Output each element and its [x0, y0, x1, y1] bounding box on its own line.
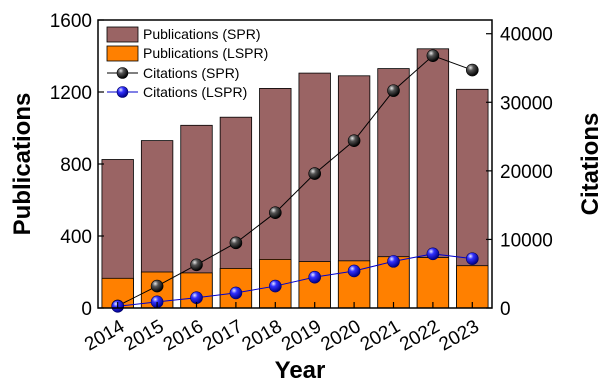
bar-publications-lspr-2022 — [416, 257, 450, 309]
point-citations-spr-2023 — [465, 63, 479, 77]
legend-label-citations-lspr: Citations (LSPR) — [143, 84, 247, 100]
point-citations-lspr-2023 — [465, 252, 479, 265]
line-citations-lspr — [117, 253, 473, 307]
line-citations-spr — [117, 55, 473, 307]
right-tick-label: 10000 — [500, 230, 553, 251]
legend-swatch-publications-lspr — [106, 45, 139, 62]
bar-publications-lspr-2017 — [219, 267, 253, 309]
point-citations-spr-2015 — [150, 279, 164, 293]
right-tick-label: 20000 — [500, 162, 553, 183]
point-citations-lspr-2020 — [347, 264, 361, 278]
legend: Publications (SPR) Publications (LSPR) Cit… — [106, 26, 268, 100]
point-citations-lspr-2018 — [268, 279, 282, 293]
point-citations-spr-2022 — [426, 49, 440, 62]
x-axis-title: Year — [275, 357, 326, 383]
point-citations-spr-2018 — [268, 206, 282, 219]
legend-label-citations-spr: Citations (SPR) — [143, 65, 239, 81]
point-citations-lspr-2022 — [426, 247, 440, 261]
right-tick-label: 30000 — [500, 93, 553, 114]
right-axis: 0 10000 20000 30000 40000 — [486, 25, 553, 320]
lines-group — [117, 55, 473, 307]
y-axis-left-title: Publications — [9, 93, 36, 236]
left-tick-label: 1600 — [50, 11, 92, 32]
left-tick-label: 800 — [60, 155, 92, 176]
legend-label-publications-lspr: Publications (LSPR) — [143, 45, 268, 61]
right-tick-label: 40000 — [500, 25, 553, 46]
point-citations-spr-2017 — [229, 236, 243, 250]
markers-group — [111, 49, 479, 313]
legend-marker-citations-lspr — [116, 86, 129, 98]
point-citations-spr-2021 — [387, 84, 400, 97]
bar-publications-lspr-2023 — [456, 265, 489, 309]
left-tick-label: 0 — [81, 299, 92, 320]
point-citations-lspr-2021 — [387, 255, 400, 268]
right-tick-label: 0 — [500, 299, 511, 320]
point-citations-spr-2016 — [190, 258, 203, 272]
point-citations-lspr-2016 — [190, 291, 203, 305]
point-citations-spr-2020 — [347, 134, 361, 147]
legend-marker-citations-spr — [116, 67, 129, 79]
point-citations-lspr-2019 — [308, 270, 322, 284]
legend-label-publications-spr: Publications (SPR) — [143, 26, 261, 42]
y-axis-right-title: Citations — [577, 113, 601, 216]
left-tick-label: 1200 — [50, 83, 92, 104]
bar-publications-lspr-2019 — [298, 261, 331, 309]
left-axis: 0 400 800 1200 1600 — [50, 11, 104, 320]
left-tick-label: 400 — [60, 227, 92, 248]
point-citations-lspr-2017 — [229, 286, 243, 300]
x-tick-label: 2023 — [436, 316, 483, 355]
point-citations-spr-2019 — [308, 167, 322, 180]
bars-group — [101, 48, 489, 309]
legend-swatch-publications-spr — [106, 26, 139, 43]
